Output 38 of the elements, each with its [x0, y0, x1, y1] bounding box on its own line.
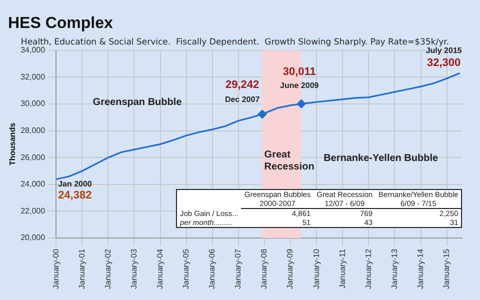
x-tick-label: January-13 — [390, 248, 399, 290]
x-tick-label: January-10 — [312, 248, 321, 290]
x-tick-label: January-01 — [77, 248, 86, 290]
x-tick-label: January-00 — [51, 248, 60, 290]
x-tick-label: January-09 — [286, 248, 295, 290]
annotation: 30,011 — [282, 66, 316, 78]
x-tick-label: January-08 — [260, 248, 269, 290]
annotation: July 2015 — [426, 46, 462, 56]
annotation: Bernanke-Yellen Bubble — [324, 153, 438, 164]
annotation: 32,300 — [427, 57, 461, 70]
x-tick-label: January-07 — [234, 248, 243, 290]
annotation: 24,382 — [58, 189, 92, 202]
x-tick-label: January-12 — [364, 248, 373, 290]
x-tick-label: January-05 — [182, 248, 191, 290]
y-tick-label: 28,000 — [20, 126, 46, 135]
annotation: Dec 2007 — [224, 95, 260, 104]
y-axis-title: Thousands — [8, 122, 18, 166]
x-tick-label: January-14 — [416, 248, 425, 290]
x-tick-label: January-03 — [129, 248, 138, 290]
annotation: June 2009 — [280, 80, 320, 90]
y-tick-label: 20,000 — [20, 233, 46, 242]
y-tick-label: 26,000 — [20, 152, 46, 162]
x-tick-label: January-06 — [208, 248, 217, 290]
x-tick-label: January-11 — [338, 248, 347, 288]
x-tick-label: January-04 — [155, 248, 164, 290]
y-tick-label: 32,000 — [20, 72, 46, 82]
y-tick-label: 34,000 — [20, 46, 46, 55]
x-tick-label: January-15 — [442, 248, 452, 290]
chart-subtitle: Health, Education & Social Service. Fiscally Dependent. Growth Slowing Sharply. Pay Rate=$35k/yr. — [20, 38, 450, 48]
y-tick-label: 30,000 — [20, 99, 46, 108]
annotation: 29,242 — [225, 79, 260, 92]
annotation: Greenspan Bubble — [92, 96, 182, 108]
x-tick-label: January-02 — [103, 248, 112, 290]
y-tick-label: 24,000 — [20, 180, 46, 189]
annotation: Jan 2000 — [58, 179, 92, 188]
y-tick-label: 22,000 — [20, 206, 46, 216]
band-label: Great Recession — [264, 149, 314, 172]
chart-title: HES Complex — [8, 15, 114, 32]
